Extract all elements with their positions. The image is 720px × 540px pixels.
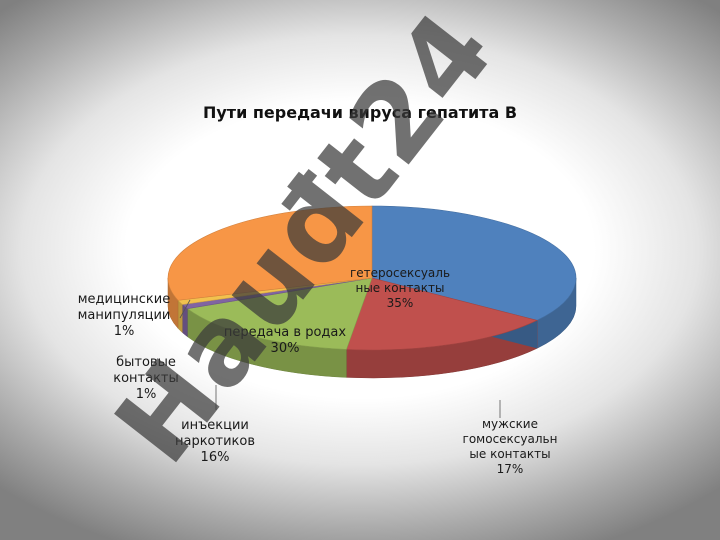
pie-slice-1: [346, 277, 538, 351]
pie-slice-5: [167, 205, 373, 301]
chart-title: Пути передачи вируса гепатита В: [202, 103, 518, 122]
label-heterosexual: гетеросексуаль ные контакты 35%: [349, 266, 451, 310]
label-birth: передача в родах 30%: [223, 325, 347, 356]
label-injections: инъекции наркотиков 16%: [174, 418, 255, 465]
label-medical: медицинские манипуляции 1%: [77, 292, 171, 339]
pie-slice-2: [186, 277, 373, 350]
label-homosexual: мужские гомосексуальн ые контакты 17%: [462, 417, 558, 476]
watermark-text: Hauđt24: [92, 0, 519, 486]
pie-slice-0: [371, 205, 577, 321]
label-household: бытовые контакты 1%: [113, 355, 179, 402]
leader-line-1: [179, 299, 191, 319]
